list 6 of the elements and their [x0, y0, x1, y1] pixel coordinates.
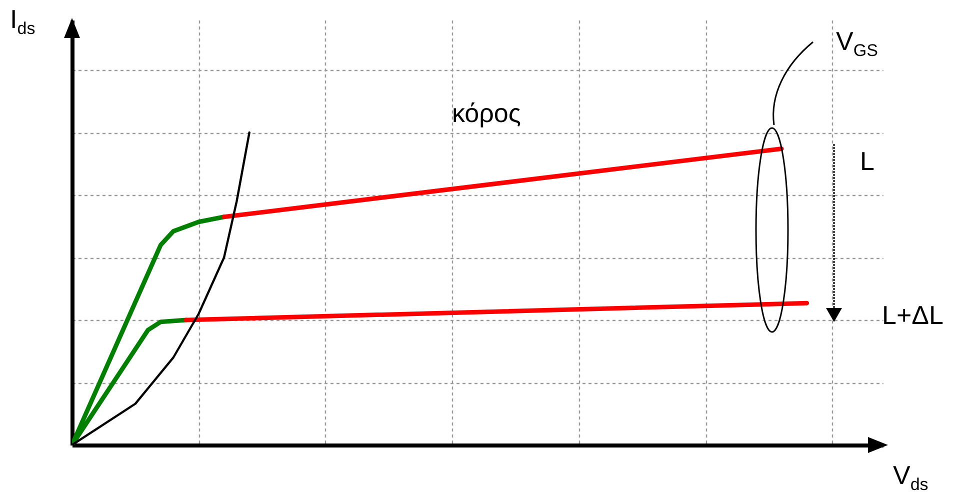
text: V$_{GS}$ — [836, 26, 878, 60]
annotation: L — [860, 146, 874, 176]
y-axis-title: I$_{ds}$ — [10, 4, 36, 38]
x-axis-title: V$_{ds}$ — [893, 460, 928, 494]
text: κόρος — [452, 98, 521, 128]
annotation: L+ΔL — [882, 300, 944, 330]
